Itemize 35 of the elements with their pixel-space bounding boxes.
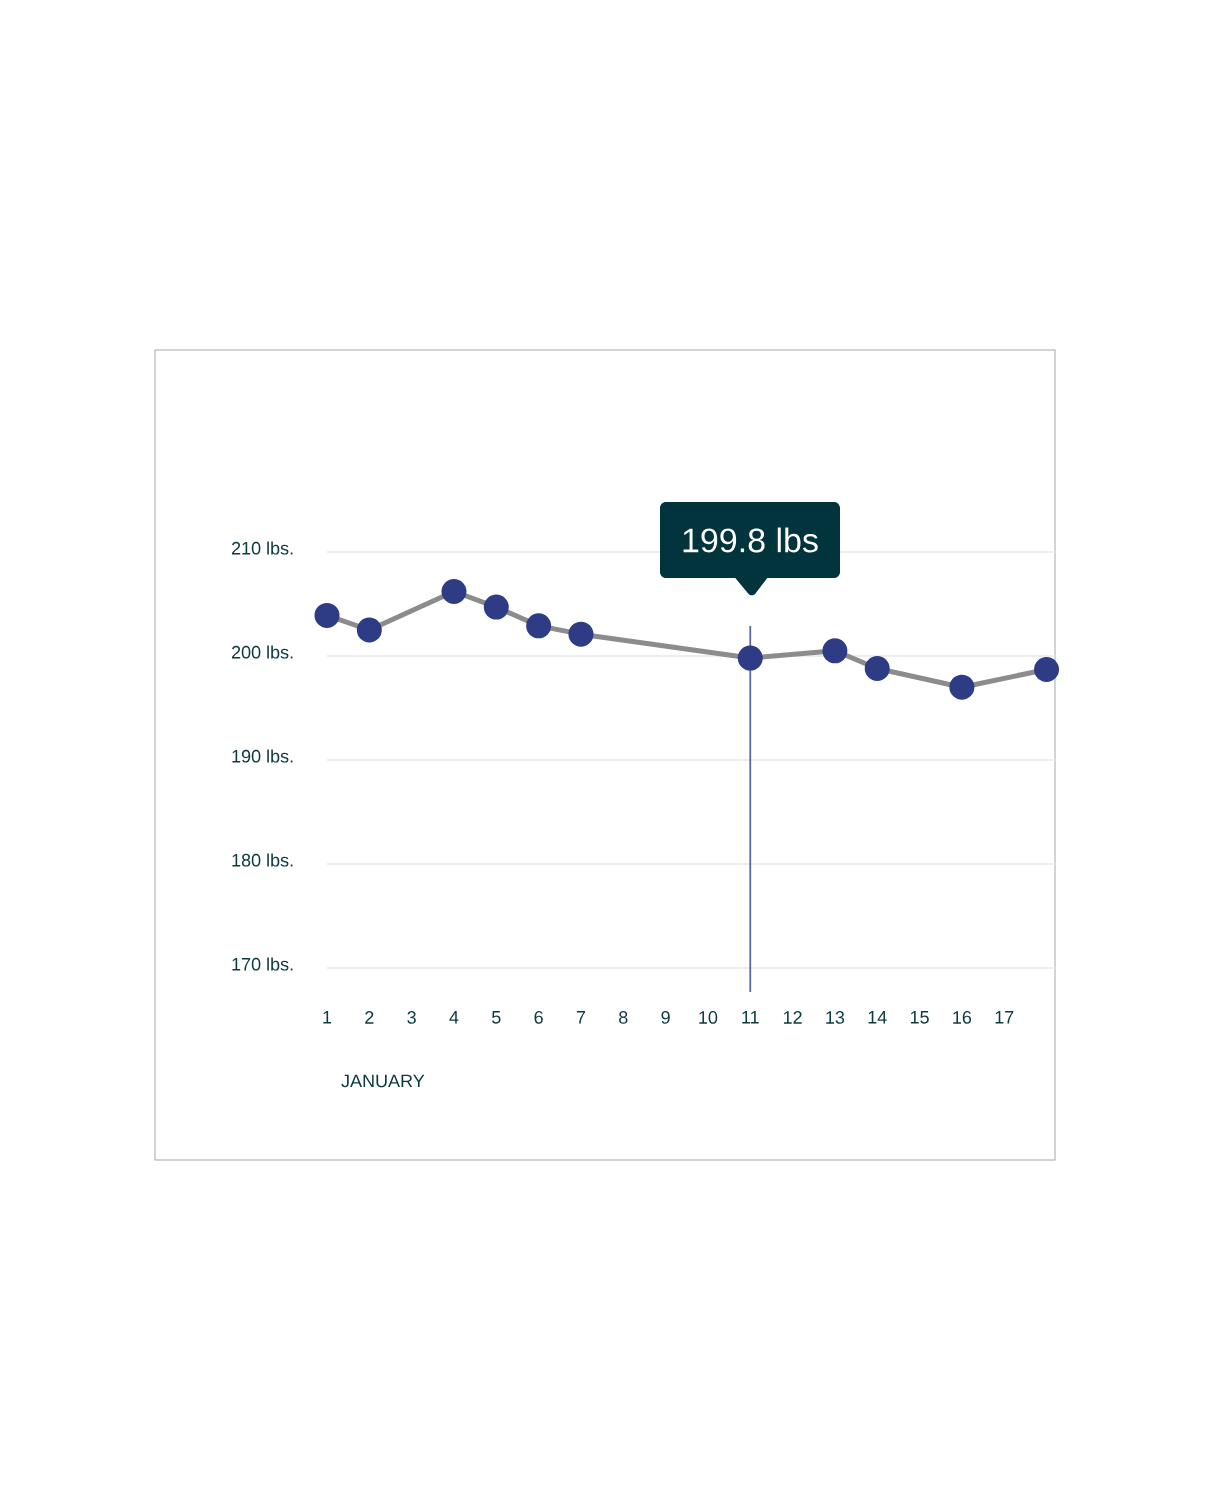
x-tick-label: 11 <box>742 1011 759 1024</box>
y-tick-label: 200 lbs. <box>231 645 293 659</box>
point <box>822 638 848 664</box>
x-tick-label: 14 <box>868 1011 887 1024</box>
x-axis-title: JANUARY <box>341 1074 425 1088</box>
x-tick-label: 16 <box>953 1011 972 1024</box>
annotation: 199.8 lbs <box>683 527 818 553</box>
point <box>1034 657 1060 683</box>
y-tick-label: 170 lbs. <box>232 957 293 971</box>
x-tick-label: 6 <box>534 1011 543 1024</box>
x-tick-label: 8 <box>619 1011 628 1024</box>
point <box>568 621 594 647</box>
y-tick-label: 210 lbs. <box>231 541 293 555</box>
x-tick-label: 13 <box>826 1011 845 1024</box>
x-tick-label: 2 <box>365 1011 374 1024</box>
point <box>864 655 890 681</box>
point <box>356 617 382 643</box>
point <box>737 645 763 671</box>
x-tick-label: 17 <box>995 1011 1014 1024</box>
x-tick-label: 7 <box>576 1011 586 1024</box>
x-tick-label: 9 <box>661 1011 670 1024</box>
x-tick-label: 12 <box>783 1011 802 1024</box>
x-tick-label: 1 <box>323 1011 332 1024</box>
point <box>314 602 340 628</box>
x-tick-label: 3 <box>407 1011 416 1024</box>
point <box>949 674 975 700</box>
x-tick-label: 5 <box>492 1011 501 1024</box>
point <box>526 613 552 639</box>
y-tick-label: 190 lbs. <box>232 749 293 763</box>
y-tick-label: 180 lbs. <box>232 853 293 867</box>
x-tick-label: 4 <box>449 1011 459 1024</box>
x-tick-label: 15 <box>910 1011 929 1024</box>
x-tick-label: 10 <box>699 1011 718 1024</box>
point <box>441 579 467 605</box>
point <box>483 594 509 620</box>
